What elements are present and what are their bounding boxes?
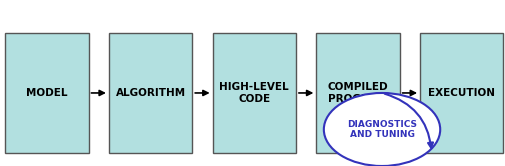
Text: HIGH-LEVEL
CODE: HIGH-LEVEL CODE xyxy=(219,82,288,104)
Text: MODEL: MODEL xyxy=(26,88,68,98)
FancyBboxPatch shape xyxy=(109,33,192,153)
Ellipse shape xyxy=(323,93,439,166)
Text: COMPILED
PROGRAM: COMPILED PROGRAM xyxy=(327,82,387,104)
FancyArrowPatch shape xyxy=(384,94,432,148)
Text: ALGORITHM: ALGORITHM xyxy=(115,88,185,98)
FancyBboxPatch shape xyxy=(316,33,399,153)
FancyBboxPatch shape xyxy=(5,33,88,153)
Text: DIAGNOSTICS
AND TUNING: DIAGNOSTICS AND TUNING xyxy=(346,120,416,139)
Text: EXECUTION: EXECUTION xyxy=(427,88,494,98)
FancyBboxPatch shape xyxy=(419,33,502,153)
FancyBboxPatch shape xyxy=(212,33,295,153)
